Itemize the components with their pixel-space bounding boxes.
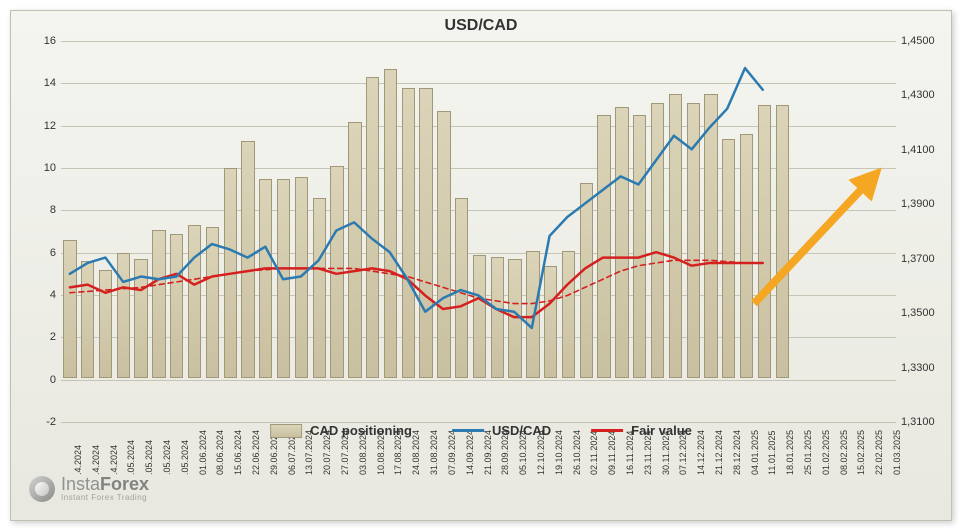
x-tick: 15.06.2024	[233, 430, 243, 475]
legend-line-usdcad	[452, 429, 484, 432]
y-axis-right: 1,31001,33001,35001,37001,39001,41001,43…	[896, 41, 941, 420]
y-tick-right: 1,4300	[901, 89, 935, 101]
legend-label: Fair value	[631, 423, 692, 438]
y-tick-left: 8	[50, 204, 56, 216]
legend-swatch-bar	[270, 424, 302, 438]
x-tick: 08.02.2025	[839, 430, 849, 475]
legend-label: USD/CAD	[492, 423, 551, 438]
logo: InstaForex Instant Forex Trading	[29, 475, 149, 502]
logo-icon	[29, 476, 55, 502]
chart-container: USD/CAD -2 0 2 4 6 8 10 12 14 16 1,3100 1,3300 1,35…	[10, 10, 952, 521]
y-tick-left: 6	[50, 247, 56, 259]
logo-part1: Insta	[61, 474, 100, 494]
x-tick: 18.01.2025	[785, 430, 795, 475]
x-tick: 21.12.2024	[714, 430, 724, 475]
y-axis-left: -20246810121416	[21, 41, 61, 420]
x-tick: .05.2024	[126, 440, 136, 475]
y-tick-left: 0	[50, 374, 56, 386]
x-tick: .05.2024	[144, 440, 154, 475]
x-tick: .4.2024	[73, 445, 83, 475]
y-tick-right: 1,3100	[901, 416, 935, 428]
x-tick: .4.2024	[91, 445, 101, 475]
x-tick: .4.2024	[109, 445, 119, 475]
legend-item-fairvalue: Fair value	[591, 423, 692, 438]
y-tick-right: 1,4500	[901, 35, 935, 47]
x-tick: 01.06.2024	[198, 430, 208, 475]
legend-label: CAD positioning	[310, 423, 412, 438]
y-tick-left: 14	[44, 77, 56, 89]
legend-item-bars: CAD positioning	[270, 423, 412, 438]
x-tick: 22.06.2024	[251, 430, 261, 475]
legend-line-fairvalue	[591, 429, 623, 432]
chart-title: USD/CAD	[445, 17, 518, 35]
y-tick-right: 1,3700	[901, 253, 935, 265]
x-tick: .05.2024	[180, 440, 190, 475]
y-tick-right: 1,3300	[901, 362, 935, 374]
y-tick-right: 1,3900	[901, 198, 935, 210]
y-tick-left: 10	[44, 162, 56, 174]
logo-text: InstaForex	[61, 475, 149, 493]
x-tick: 25.01.2025	[803, 430, 813, 475]
x-tick: .05.2024	[162, 440, 172, 475]
y-tick-left: 4	[50, 289, 56, 301]
x-tick: 28.12.2024	[732, 430, 742, 475]
legend: CAD positioning USD/CAD Fair value	[270, 423, 692, 438]
x-tick: 11.01.2025	[767, 431, 777, 475]
chart-lines-svg	[61, 41, 896, 420]
y-tick-left: 12	[44, 120, 56, 132]
x-tick: 04.01.2025	[750, 430, 760, 475]
x-tick: 08.06.2024	[215, 430, 225, 475]
y-tick-left: -2	[46, 416, 56, 428]
logo-text-wrap: InstaForex Instant Forex Trading	[61, 475, 149, 502]
y-tick-right: 1,3500	[901, 307, 935, 319]
x-tick: 22.02.2025	[874, 430, 884, 475]
plot-area	[61, 41, 896, 420]
x-tick: 01.02.2025	[821, 430, 831, 475]
x-tick: 01.03.2025	[892, 430, 902, 475]
x-tick: 15.02.2025	[856, 430, 866, 475]
legend-item-usdcad: USD/CAD	[452, 423, 551, 438]
logo-tagline: Instant Forex Trading	[61, 493, 149, 502]
y-tick-left: 16	[44, 35, 56, 47]
y-tick-right: 1,4100	[901, 144, 935, 156]
y-tick-left: 2	[50, 331, 56, 343]
logo-part2: Forex	[100, 474, 149, 494]
x-tick: 14.12.2024	[696, 430, 706, 475]
